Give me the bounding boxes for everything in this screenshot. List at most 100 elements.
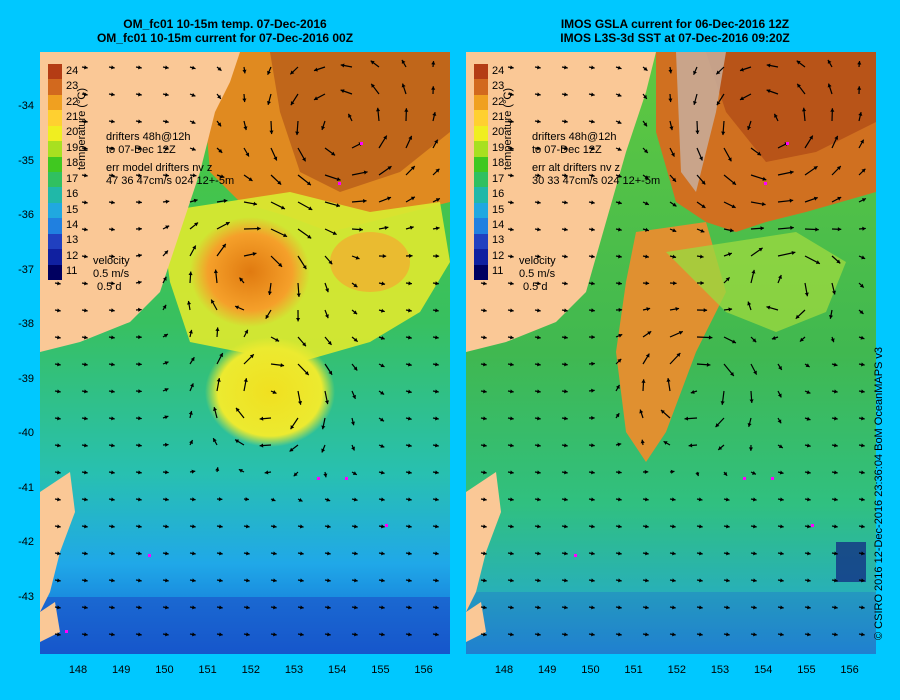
current-arrowhead bbox=[218, 148, 223, 153]
current-arrowhead bbox=[401, 59, 406, 64]
current-arrowhead bbox=[245, 152, 249, 157]
current-arrowhead bbox=[353, 310, 358, 315]
current-arrowhead bbox=[537, 173, 541, 178]
current-arrowhead bbox=[383, 135, 387, 140]
current-arrowhead bbox=[708, 335, 713, 340]
colorbar-label: 13 bbox=[492, 234, 505, 247]
current-arrowhead bbox=[192, 605, 196, 610]
current-arrowhead bbox=[510, 200, 514, 205]
current-arrowhead bbox=[859, 283, 864, 288]
current-arrowhead bbox=[111, 578, 115, 583]
current-arrowhead bbox=[138, 632, 142, 637]
current-arrowhead bbox=[537, 146, 541, 151]
current-arrowhead bbox=[483, 524, 487, 529]
current-arrowhead bbox=[590, 146, 595, 151]
current-arrowhead bbox=[387, 166, 392, 170]
current-arrowhead bbox=[720, 401, 725, 405]
current-arrowhead bbox=[293, 472, 298, 477]
current-arrowhead bbox=[833, 389, 838, 394]
current-arrowhead bbox=[253, 201, 258, 206]
current-arrowhead bbox=[321, 425, 326, 430]
current-arrowhead bbox=[57, 632, 61, 637]
current-arrowhead bbox=[138, 253, 142, 258]
colorbar-swatch bbox=[474, 141, 488, 158]
current-arrowhead bbox=[277, 180, 282, 185]
current-arrowhead bbox=[111, 92, 115, 97]
current-arrowhead bbox=[861, 578, 865, 583]
current-arrowhead bbox=[238, 469, 243, 473]
current-arrowhead bbox=[591, 443, 595, 448]
current-arrowhead bbox=[84, 281, 88, 286]
current-arrowhead bbox=[618, 254, 622, 259]
current-arrowhead bbox=[837, 196, 842, 201]
current-arrowhead bbox=[340, 89, 345, 94]
current-arrowhead bbox=[618, 578, 622, 583]
model-temperature-map[interactable]: 24 23 22 21 20 19 18 17 16 15 14 13 12 11 temperature… bbox=[40, 52, 450, 654]
current-arrowhead bbox=[700, 280, 704, 286]
current-arrowhead bbox=[537, 524, 541, 529]
current-arrowhead bbox=[164, 361, 169, 366]
australia-coast bbox=[466, 52, 656, 352]
current-arrowhead bbox=[727, 252, 732, 257]
current-arrowhead bbox=[760, 226, 765, 231]
current-arrowhead bbox=[407, 362, 412, 367]
current-arrowhead bbox=[483, 551, 487, 556]
current-arrowhead bbox=[354, 605, 358, 610]
current-arrowhead bbox=[249, 354, 254, 359]
current-arrowhead bbox=[483, 443, 487, 448]
current-arrowhead bbox=[384, 225, 389, 230]
current-arrowhead bbox=[408, 524, 412, 529]
current-arrowhead bbox=[617, 358, 622, 363]
current-arrowhead bbox=[290, 101, 295, 106]
current-arrowhead bbox=[641, 379, 646, 383]
model-map-canvas bbox=[40, 52, 450, 654]
current-arrowhead bbox=[408, 497, 412, 502]
current-arrowhead bbox=[138, 389, 142, 394]
current-arrowhead bbox=[778, 444, 783, 448]
current-arrowhead bbox=[84, 632, 88, 637]
current-arrowhead bbox=[564, 92, 568, 97]
current-arrowhead bbox=[780, 632, 784, 637]
current-arrowhead bbox=[272, 390, 277, 394]
current-arrowhead bbox=[732, 180, 736, 185]
current-arrowhead bbox=[381, 281, 386, 286]
colorbar-label: 24 bbox=[66, 64, 79, 77]
current-arrowhead bbox=[564, 65, 568, 70]
coastal-land bbox=[40, 472, 75, 612]
lon-tick-label: 155 bbox=[797, 664, 816, 676]
current-arrowhead bbox=[762, 176, 767, 181]
current-arrowhead bbox=[84, 470, 88, 475]
current-arrowhead bbox=[340, 63, 345, 68]
colorbar-title: temperature (°C) bbox=[76, 87, 88, 170]
current-arrowhead bbox=[265, 314, 270, 319]
current-arrowhead bbox=[669, 126, 674, 131]
colorbar-swatch bbox=[48, 64, 62, 80]
colorbar-swatch bbox=[48, 125, 62, 142]
current-arrowhead bbox=[564, 443, 568, 448]
current-arrowhead bbox=[348, 113, 352, 118]
colorbar-swatch bbox=[474, 125, 488, 142]
colorbar-label: 18 bbox=[66, 157, 79, 170]
current-arrowhead bbox=[435, 551, 439, 556]
current-arrowhead bbox=[537, 308, 541, 313]
current-arrowhead bbox=[483, 362, 487, 367]
current-arrowhead bbox=[726, 578, 730, 583]
current-arrowhead bbox=[830, 108, 835, 112]
current-arrowhead bbox=[273, 632, 277, 637]
current-arrowhead bbox=[435, 605, 439, 610]
lat-tick-label: -35 bbox=[18, 154, 34, 167]
current-arrowhead bbox=[165, 173, 169, 178]
drifter-annotation: drifters 48h@12h to 07-Dec 12Z err model… bbox=[106, 131, 235, 187]
current-arrowhead bbox=[617, 65, 622, 70]
current-arrowhead bbox=[672, 605, 676, 610]
current-arrowhead bbox=[138, 443, 142, 448]
current-arrowhead bbox=[827, 59, 832, 64]
current-arrowhead bbox=[672, 177, 677, 182]
current-arrowhead bbox=[860, 335, 865, 340]
current-arrowhead bbox=[244, 329, 249, 334]
sst-map[interactable]: 24 23 22 21 20 19 18 17 16 15 14 13 12 11 temperature… bbox=[466, 52, 876, 654]
current-arrowhead bbox=[381, 632, 385, 637]
current-arrowhead bbox=[618, 333, 623, 338]
current-arrowhead bbox=[564, 470, 568, 475]
current-arrowhead bbox=[246, 632, 250, 637]
